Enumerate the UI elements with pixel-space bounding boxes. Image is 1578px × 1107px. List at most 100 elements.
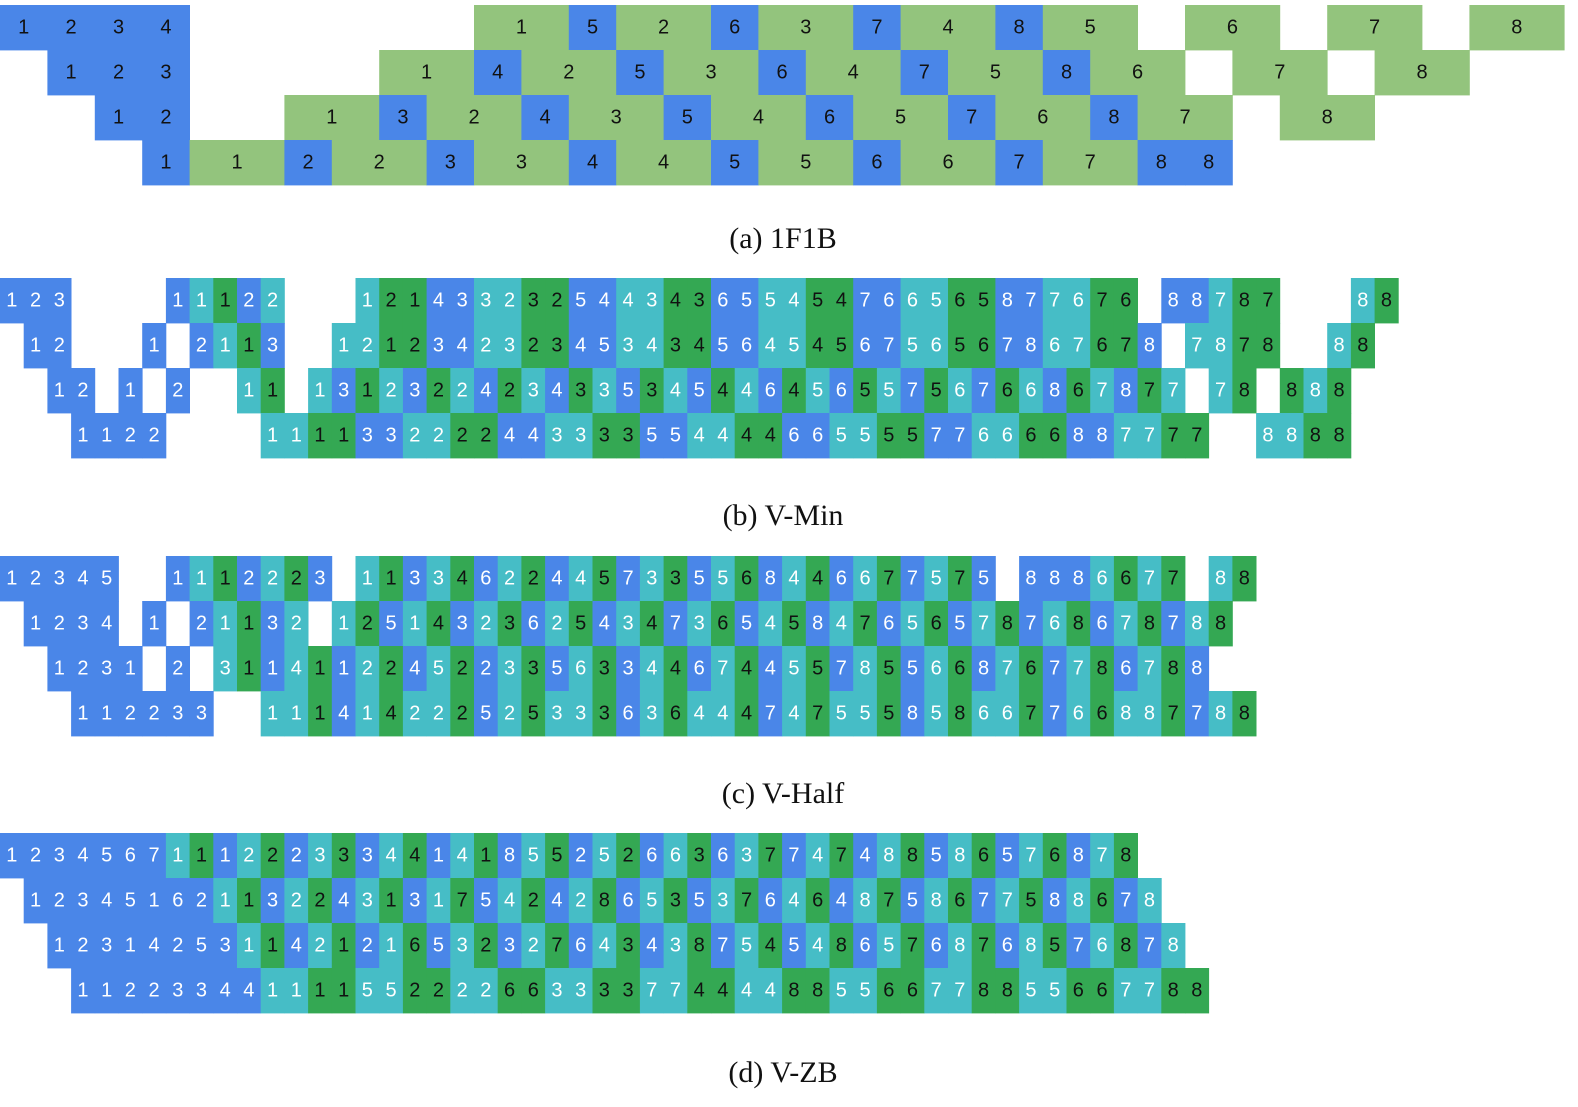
cell xyxy=(616,413,641,459)
cell-label: 2 xyxy=(362,613,373,635)
cell-label: 6 xyxy=(883,980,894,1002)
cell xyxy=(474,323,499,369)
cell xyxy=(805,601,830,647)
cell-label: 4 xyxy=(599,935,610,957)
cell xyxy=(1374,278,1399,324)
cell xyxy=(1279,95,1375,141)
cell-label: 1 xyxy=(338,658,349,680)
cell-label: 4 xyxy=(291,935,302,957)
cell xyxy=(23,878,48,924)
cell xyxy=(1161,691,1186,737)
cell-label: 3 xyxy=(599,425,610,447)
cell-label: 2 xyxy=(433,703,444,725)
cell-label: 5 xyxy=(859,425,870,447)
cell xyxy=(687,601,712,647)
cell-label: 5 xyxy=(433,935,444,957)
cell-label: 8 xyxy=(1191,290,1202,312)
cell-label: 2 xyxy=(303,152,314,174)
cell-label: 4 xyxy=(717,980,728,1002)
cell-label: 4 xyxy=(694,425,705,447)
cell-label: 2 xyxy=(457,703,468,725)
cell xyxy=(426,556,451,602)
cell-label: 3 xyxy=(385,425,396,447)
cell-label: 4 xyxy=(788,703,799,725)
cell xyxy=(545,833,570,879)
cell xyxy=(379,556,404,602)
cell-label: 8 xyxy=(1014,17,1025,39)
cell-label: 5 xyxy=(741,935,752,957)
cell xyxy=(94,691,119,737)
cell-label: 3 xyxy=(622,425,633,447)
cell-label: 6 xyxy=(765,890,776,912)
cell-label: 5 xyxy=(931,845,942,867)
cell xyxy=(758,278,783,324)
cell xyxy=(189,601,214,647)
cell xyxy=(876,646,901,692)
cell-label: 5 xyxy=(622,380,633,402)
cell xyxy=(118,878,143,924)
cell xyxy=(876,878,901,924)
cell-label: 3 xyxy=(338,845,349,867)
cell-label: 6 xyxy=(741,568,752,590)
cell xyxy=(876,278,901,324)
cell xyxy=(284,95,380,141)
cell xyxy=(948,556,973,602)
cell xyxy=(1113,923,1138,969)
cell-label: 5 xyxy=(385,613,396,635)
cell xyxy=(545,556,570,602)
cell-label: 8 xyxy=(1156,152,1167,174)
cell-label: 6 xyxy=(622,703,633,725)
cell xyxy=(1113,646,1138,692)
cell-label: 2 xyxy=(30,290,41,312)
cell-label: 2 xyxy=(362,935,373,957)
cell xyxy=(1350,323,1375,369)
cell-label: 7 xyxy=(978,613,989,635)
cell-label: 7 xyxy=(883,890,894,912)
cell-label: 6 xyxy=(788,425,799,447)
cell-label: 2 xyxy=(385,290,396,312)
cell-label: 8 xyxy=(1073,890,1084,912)
cell xyxy=(616,691,641,737)
cell-label: 2 xyxy=(575,890,586,912)
cell xyxy=(521,556,546,602)
cell-label: 1 xyxy=(101,425,112,447)
cell xyxy=(189,968,214,1014)
cell-label: 8 xyxy=(1262,425,1273,447)
cell xyxy=(971,556,996,602)
cell xyxy=(189,323,214,369)
cell xyxy=(924,413,949,459)
cell-label: 7 xyxy=(1073,658,1084,680)
cell-label: 7 xyxy=(1120,613,1131,635)
cell-label: 8 xyxy=(1049,380,1060,402)
cell xyxy=(1019,413,1044,459)
cell xyxy=(1113,413,1138,459)
cell-label: 6 xyxy=(717,845,728,867)
cell xyxy=(545,323,570,369)
cell-label: 8 xyxy=(1120,935,1131,957)
cell-label: 6 xyxy=(871,152,882,174)
cell xyxy=(568,556,593,602)
cell-label: 6 xyxy=(978,703,989,725)
cell xyxy=(948,646,973,692)
cell xyxy=(568,413,593,459)
cell-label: 1 xyxy=(291,703,302,725)
cell-label: 1 xyxy=(220,890,231,912)
cell-label: 1 xyxy=(220,335,231,357)
cell xyxy=(734,601,759,647)
cell xyxy=(639,646,664,692)
cell xyxy=(639,323,664,369)
cell-label: 7 xyxy=(1168,425,1179,447)
cell xyxy=(758,878,783,924)
cell xyxy=(711,878,736,924)
cell xyxy=(876,556,901,602)
cell xyxy=(308,691,333,737)
cell-label: 6 xyxy=(883,613,894,635)
cell-label: 1 xyxy=(480,845,491,867)
cell-label: 4 xyxy=(812,845,823,867)
cell xyxy=(876,601,901,647)
cell xyxy=(1256,323,1281,369)
cell-label: 8 xyxy=(1215,613,1226,635)
cell-label: 5 xyxy=(788,613,799,635)
cell-label: 7 xyxy=(931,980,942,1002)
cell-label: 4 xyxy=(670,658,681,680)
